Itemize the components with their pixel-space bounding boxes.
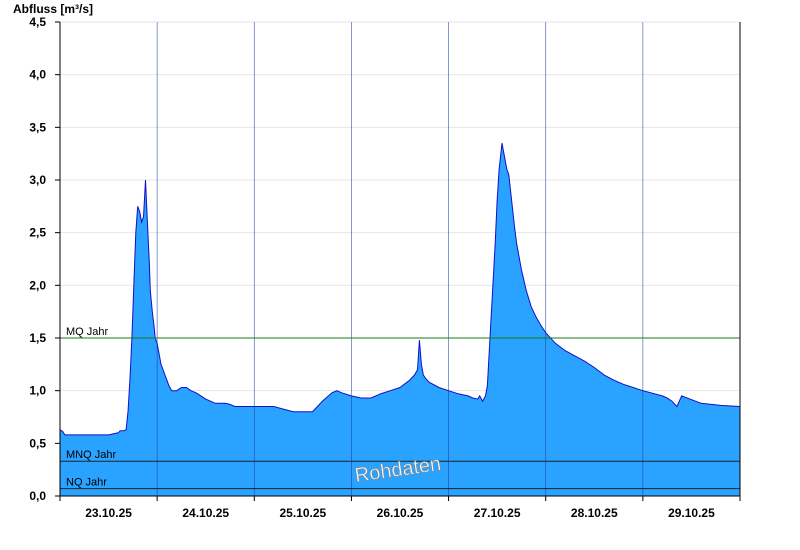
axes bbox=[59, 22, 741, 497]
y-tick-label-9: 4,5 bbox=[29, 15, 46, 29]
x-tick-label-3: 26.10.25 bbox=[377, 506, 424, 520]
x-tick-label-5: 28.10.25 bbox=[571, 506, 618, 520]
ref-label-0: MQ Jahr bbox=[66, 326, 109, 338]
discharge-area bbox=[60, 143, 740, 496]
y-tick-label-3: 1,5 bbox=[29, 331, 46, 345]
x-tick-label-0: 23.10.25 bbox=[85, 506, 132, 520]
ref-label-1: MNQ Jahr bbox=[66, 449, 116, 461]
x-tick-label-1: 24.10.25 bbox=[182, 506, 229, 520]
y-tick-label-5: 2,5 bbox=[29, 226, 46, 240]
ref-label-2: NQ Jahr bbox=[66, 477, 107, 489]
x-tick-label-4: 27.10.25 bbox=[474, 506, 521, 520]
x-ticks: 23.10.25 24.10.25 25.10.25 26.10.25 27.10.25… bbox=[59, 496, 741, 520]
reference-lines: MQ Jahr MNQ Jahr NQ Jahr bbox=[60, 326, 740, 490]
discharge-line bbox=[59, 143, 741, 436]
y-tick-label-1: 0,5 bbox=[29, 436, 46, 450]
y-tick-label-6: 3,0 bbox=[29, 173, 46, 187]
y-tick-label-0: 0,0 bbox=[29, 489, 46, 503]
x-tick-label-6: 29.10.25 bbox=[668, 506, 715, 520]
y-tick-label-7: 3,5 bbox=[29, 120, 46, 134]
x-tick-label-2: 25.10.25 bbox=[279, 506, 326, 520]
y-tick-label-2: 1,0 bbox=[29, 384, 46, 398]
y-axis-label: Abfluss [m³/s] bbox=[13, 2, 93, 16]
y-tick-label-4: 2,0 bbox=[29, 278, 46, 292]
y-tick-label-8: 4,0 bbox=[29, 68, 46, 82]
y-ticks: 0,0 0,5 1,0 1,5 2,0 2,5 3,0 3,5 4,0 4,5 bbox=[29, 15, 60, 503]
day-boundary-lines bbox=[156, 22, 644, 496]
